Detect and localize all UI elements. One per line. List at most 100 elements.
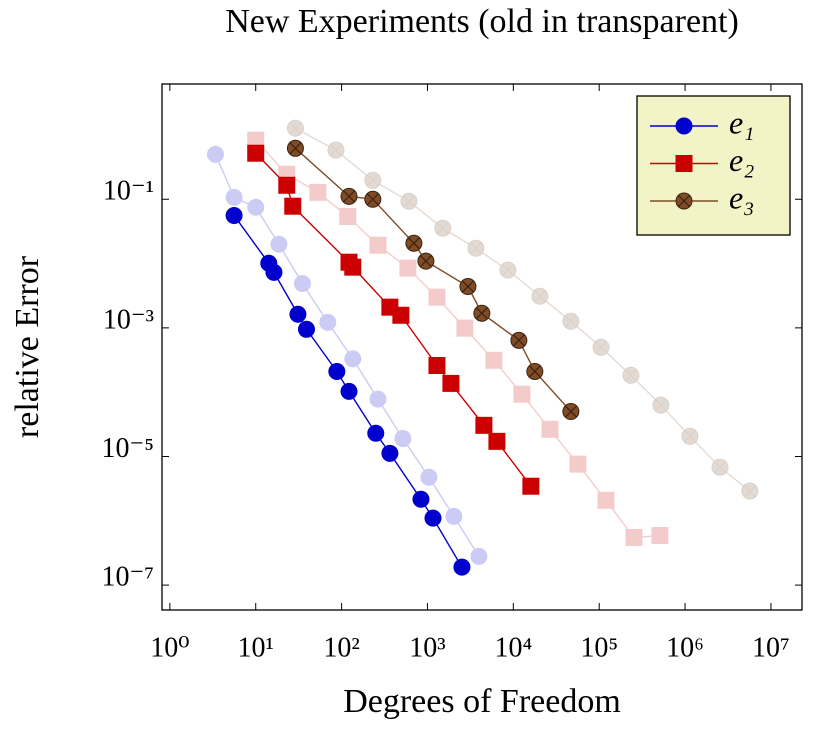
marker — [392, 306, 410, 324]
series — [286, 139, 580, 421]
marker — [475, 416, 493, 434]
marker — [513, 385, 531, 403]
marker — [522, 477, 540, 495]
marker — [265, 263, 283, 281]
marker — [470, 547, 488, 565]
marker-cross — [461, 280, 474, 293]
marker — [328, 362, 346, 380]
marker-cross — [533, 290, 546, 303]
marker — [399, 259, 417, 277]
marker — [499, 261, 517, 279]
series — [286, 119, 759, 500]
series — [206, 145, 488, 565]
marker-cross — [501, 264, 514, 277]
marker — [541, 420, 559, 438]
marker-cross — [564, 405, 577, 418]
marker — [711, 458, 729, 476]
y-tick-label: 10⁻³ — [103, 304, 154, 335]
series — [247, 144, 540, 495]
marker-cross — [329, 144, 342, 157]
marker — [400, 192, 418, 210]
marker — [319, 313, 337, 331]
marker-cross — [407, 237, 420, 250]
plot-area — [206, 119, 759, 576]
series-line — [294, 147, 572, 413]
marker — [247, 198, 265, 216]
marker — [592, 338, 610, 356]
marker-cross — [342, 190, 356, 203]
marker — [675, 117, 693, 135]
marker — [286, 119, 304, 137]
marker — [225, 188, 243, 206]
marker-cross — [402, 195, 415, 208]
marker — [485, 351, 503, 369]
x-tick-label: 10⁴ — [494, 632, 532, 663]
marker-cross — [624, 369, 637, 382]
y-axis-label: relative Error — [9, 255, 46, 438]
marker — [339, 207, 357, 225]
marker — [562, 312, 580, 330]
marker — [340, 382, 358, 400]
marker — [428, 288, 446, 306]
marker-cross — [528, 365, 541, 378]
marker — [434, 219, 452, 237]
marker — [364, 171, 382, 189]
marker — [289, 305, 307, 323]
legend-label: e₃ — [729, 179, 754, 215]
marker — [344, 258, 362, 276]
legend-label: e₁ — [729, 104, 754, 140]
x-tick-label: 10¹ — [238, 632, 274, 663]
marker-cross — [743, 485, 756, 498]
marker-cross — [289, 142, 302, 155]
marker — [381, 444, 399, 462]
marker — [367, 424, 385, 442]
x-tick-label: 10⁰ — [150, 632, 189, 663]
marker — [651, 527, 669, 545]
marker-cross — [366, 193, 379, 206]
marker-cross — [512, 334, 525, 347]
marker — [293, 274, 311, 292]
marker — [369, 390, 387, 408]
marker-cross — [289, 122, 302, 135]
marker-cross — [683, 430, 696, 443]
marker — [206, 145, 224, 163]
marker — [344, 350, 362, 368]
marker-cross — [475, 307, 488, 320]
marker — [652, 396, 670, 414]
x-tick-label: 10² — [323, 632, 359, 663]
x-tick-label: 10⁷ — [752, 632, 790, 663]
marker — [467, 239, 485, 257]
marker — [420, 468, 438, 486]
marker-cross — [594, 341, 608, 354]
marker — [488, 432, 506, 450]
x-tick-label: 10⁵ — [580, 632, 618, 663]
marker-cross — [419, 255, 432, 268]
marker-cross — [654, 399, 667, 412]
marker — [309, 183, 327, 201]
marker — [681, 427, 699, 445]
series — [247, 131, 669, 546]
marker — [369, 236, 387, 254]
x-axis-label: Degrees of Freedom — [343, 683, 621, 720]
marker — [675, 155, 693, 172]
marker — [247, 144, 265, 162]
y-tick-label: 10⁻¹ — [103, 176, 154, 207]
marker — [445, 507, 463, 525]
marker-cross — [564, 315, 577, 328]
marker — [270, 235, 288, 253]
marker-cross — [469, 242, 482, 255]
y-tick-label: 10⁻⁷ — [101, 562, 154, 593]
chart-title: New Experiments (old in transparent) — [225, 3, 739, 40]
marker — [278, 176, 296, 194]
plot-frame — [161, 83, 803, 611]
marker — [394, 430, 412, 448]
series-line — [295, 127, 751, 492]
marker — [622, 366, 640, 384]
marker-cross — [366, 174, 379, 187]
series-line — [214, 154, 480, 557]
marker — [597, 491, 615, 509]
marker-cross — [677, 194, 691, 208]
legend-label: e₂ — [729, 142, 754, 178]
x-tick-label: 10⁶ — [666, 632, 704, 663]
